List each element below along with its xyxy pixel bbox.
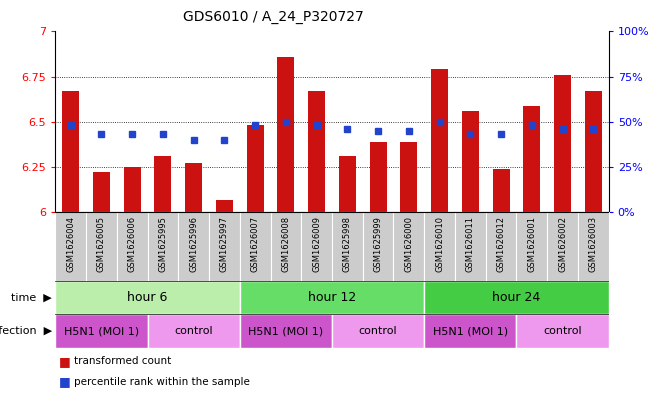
Text: H5N1 (MOI 1): H5N1 (MOI 1)	[64, 326, 139, 336]
Text: control: control	[544, 326, 582, 336]
Bar	[523, 106, 540, 212]
Text: H5N1 (MOI 1): H5N1 (MOI 1)	[433, 326, 508, 336]
Bar	[117, 212, 148, 281]
Bar	[455, 212, 486, 281]
Bar	[240, 314, 332, 348]
Bar	[370, 142, 387, 212]
Text: GSM1626005: GSM1626005	[97, 216, 106, 272]
Text: GDS6010 / A_24_P320727: GDS6010 / A_24_P320727	[183, 10, 364, 24]
Text: percentile rank within the sample: percentile rank within the sample	[74, 377, 249, 387]
Bar	[55, 281, 240, 314]
Bar	[93, 173, 110, 212]
Bar	[216, 200, 233, 212]
Text: control: control	[359, 326, 397, 336]
Bar	[148, 314, 240, 348]
Text: hour 12: hour 12	[308, 291, 356, 304]
Bar	[431, 70, 448, 212]
Bar	[516, 314, 609, 348]
Bar	[86, 212, 117, 281]
Text: ■: ■	[59, 375, 70, 388]
Text: GSM1625996: GSM1625996	[189, 216, 198, 272]
Bar	[424, 212, 455, 281]
Text: H5N1 (MOI 1): H5N1 (MOI 1)	[248, 326, 324, 336]
Text: GSM1626004: GSM1626004	[66, 216, 76, 272]
Bar	[62, 91, 79, 212]
Bar	[301, 212, 332, 281]
Bar	[209, 212, 240, 281]
Bar	[124, 167, 141, 212]
Bar	[186, 163, 202, 212]
Bar	[462, 111, 478, 212]
Bar	[339, 156, 356, 212]
Bar	[493, 169, 510, 212]
Bar	[332, 212, 363, 281]
Text: GSM1626001: GSM1626001	[527, 216, 536, 272]
Text: hour 24: hour 24	[492, 291, 540, 304]
Text: ■: ■	[59, 355, 70, 368]
Bar	[55, 314, 148, 348]
Bar	[247, 125, 264, 212]
Text: GSM1626011: GSM1626011	[466, 216, 475, 272]
Bar	[178, 212, 209, 281]
Bar	[554, 75, 571, 212]
Bar	[400, 142, 417, 212]
Text: GSM1626002: GSM1626002	[558, 216, 567, 272]
Bar	[277, 57, 294, 212]
Bar	[332, 314, 424, 348]
Text: GSM1626009: GSM1626009	[312, 216, 321, 272]
Bar	[240, 281, 424, 314]
Bar	[486, 212, 516, 281]
Text: hour 6: hour 6	[128, 291, 168, 304]
Bar	[148, 212, 178, 281]
Text: GSM1626000: GSM1626000	[404, 216, 413, 272]
Bar	[547, 212, 578, 281]
Bar	[393, 212, 424, 281]
Bar	[55, 212, 86, 281]
Bar	[516, 212, 547, 281]
Bar	[363, 212, 393, 281]
Text: transformed count: transformed count	[74, 356, 171, 366]
Text: GSM1626008: GSM1626008	[281, 216, 290, 272]
Text: GSM1625999: GSM1625999	[374, 216, 383, 272]
Text: GSM1626006: GSM1626006	[128, 216, 137, 272]
Bar	[240, 212, 271, 281]
Text: GSM1625995: GSM1625995	[158, 216, 167, 272]
Bar	[585, 91, 602, 212]
Text: infection  ▶: infection ▶	[0, 326, 52, 336]
Text: GSM1626007: GSM1626007	[251, 216, 260, 272]
Text: GSM1626010: GSM1626010	[435, 216, 444, 272]
Bar	[578, 212, 609, 281]
Text: control: control	[174, 326, 213, 336]
Bar	[308, 91, 325, 212]
Bar	[424, 281, 609, 314]
Text: GSM1626012: GSM1626012	[497, 216, 506, 272]
Bar	[271, 212, 301, 281]
Text: GSM1625998: GSM1625998	[343, 216, 352, 272]
Text: GSM1625997: GSM1625997	[220, 216, 229, 272]
Text: time  ▶: time ▶	[11, 293, 52, 303]
Text: GSM1626003: GSM1626003	[589, 216, 598, 272]
Bar	[424, 314, 516, 348]
Bar	[154, 156, 171, 212]
